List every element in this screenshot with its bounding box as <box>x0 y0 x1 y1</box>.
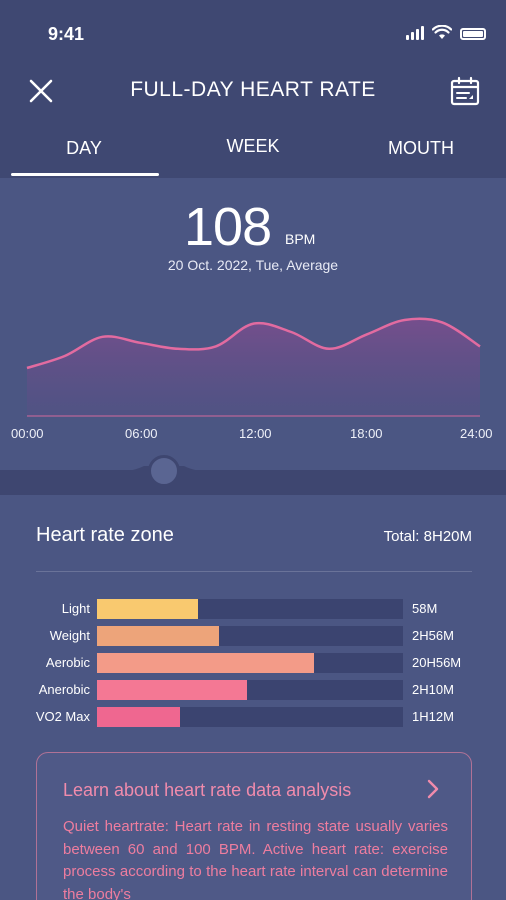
zone-total: Total: 8H20M <box>383 528 472 545</box>
zone-row-vo2-max: VO2 Max 1H12M <box>0 707 506 727</box>
zone-bar-fill <box>97 626 220 646</box>
system-icons <box>406 24 486 40</box>
close-icon <box>29 79 53 103</box>
average-heart-rate: 108 <box>184 197 272 257</box>
info-card-body: Quiet heartrate: Heart rate in resting s… <box>63 818 448 900</box>
chevron-right-icon <box>427 779 439 799</box>
zone-label: Weight <box>49 628 90 643</box>
timeline-scrubber-band <box>0 470 506 495</box>
page-title: FULL-DAY HEART RATE <box>130 78 376 101</box>
active-tab-indicator <box>11 173 159 176</box>
zone-bar-track <box>97 707 403 727</box>
calendar-icon <box>450 76 480 106</box>
battery-icon <box>460 28 486 40</box>
wifi-icon <box>432 25 452 39</box>
zone-value: 1H12M <box>412 709 454 724</box>
status-time: 9:41 <box>48 24 85 44</box>
tab-month[interactable]: MOUTH <box>388 138 454 158</box>
zone-bar-track <box>97 599 403 619</box>
summary-date: 20 Oct. 2022, Tue, Average <box>167 257 339 273</box>
zone-bar-fill <box>97 680 247 700</box>
zone-value: 20H56M <box>412 655 462 670</box>
zone-label: Anerobic <box>38 682 90 697</box>
divider <box>36 571 472 572</box>
calendar-button[interactable] <box>446 72 484 110</box>
heart-rate-chart[interactable] <box>0 270 506 422</box>
x-tick-label: 06:00 <box>125 426 158 441</box>
zone-row-light: Light 58M <box>0 599 506 619</box>
zone-label: Light <box>61 601 90 616</box>
status-bar: 9:41 <box>0 0 506 62</box>
tab-day[interactable]: DAY <box>66 138 102 158</box>
x-tick-label: 24:00 <box>460 426 493 441</box>
x-tick-label: 00:00 <box>11 426 44 441</box>
zone-bar-fill <box>97 707 180 727</box>
zone-label: Aerobic <box>45 655 90 670</box>
zone-value: 2H10M <box>412 682 454 697</box>
zone-bar-track <box>97 680 403 700</box>
zone-row-weight: Weight 2H56M <box>0 626 506 646</box>
zone-section-title: Heart rate zone <box>36 524 174 546</box>
x-tick-label: 12:00 <box>239 426 272 441</box>
heart-rate-line <box>26 317 481 370</box>
heart-rate-unit: BPM <box>285 231 316 247</box>
tab-week[interactable]: WEEK <box>226 136 280 156</box>
zone-value: 58M <box>412 601 438 616</box>
zone-bar-fill <box>97 599 198 619</box>
heart-rate-area <box>27 318 480 416</box>
zone-label: VO2 Max <box>35 709 90 724</box>
scrubber-handle[interactable] <box>148 455 180 487</box>
x-tick-label: 18:00 <box>350 426 383 441</box>
signal-icon <box>406 26 424 40</box>
zone-row-aerobic: Aerobic 20H56M <box>0 653 506 673</box>
zone-row-anerobic: Anerobic 2H10M <box>0 680 506 700</box>
info-card-title: Learn about heart rate data analysis <box>63 780 352 800</box>
heart-rate-info-card[interactable]: Learn about heart rate data analysis Qui… <box>36 752 472 900</box>
zone-bar-track <box>97 626 403 646</box>
zone-value: 2H56M <box>412 628 454 643</box>
zone-bar-fill <box>97 653 315 673</box>
zone-bar-track <box>97 653 403 673</box>
close-button[interactable] <box>22 72 60 110</box>
